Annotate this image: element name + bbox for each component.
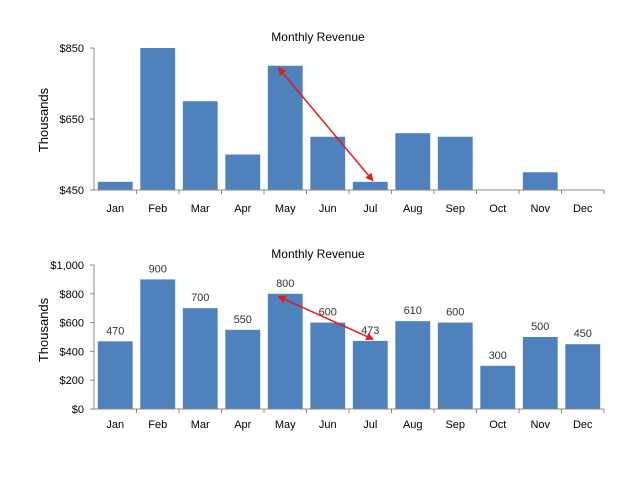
bar-jun bbox=[310, 136, 346, 190]
x-tick-label: Sep bbox=[445, 203, 465, 215]
y-tick-label: $800 bbox=[60, 289, 84, 301]
x-tick-label: Jan bbox=[106, 419, 124, 431]
bar-may bbox=[267, 65, 303, 190]
x-tick-label: Nov bbox=[530, 419, 550, 431]
x-tick-label: Jan bbox=[106, 203, 124, 215]
chart-title: Monthly Revenue bbox=[271, 247, 365, 261]
bar-mar bbox=[182, 101, 218, 190]
bar-mar bbox=[182, 308, 218, 409]
annotation-arrow bbox=[277, 295, 375, 341]
data-label: 300 bbox=[489, 350, 507, 362]
y-tick-label: $650 bbox=[60, 114, 84, 126]
bar-jul bbox=[352, 340, 388, 409]
x-tick-label: Nov bbox=[530, 203, 550, 215]
data-label: 600 bbox=[319, 307, 337, 319]
y-tick-label: $0 bbox=[72, 404, 84, 416]
x-tick-label: Dec bbox=[573, 203, 593, 215]
x-tick-label: Feb bbox=[148, 419, 167, 431]
bar-nov bbox=[522, 172, 558, 190]
data-label: 610 bbox=[404, 305, 422, 317]
y-tick-label: $600 bbox=[60, 318, 84, 330]
bar-dec bbox=[565, 344, 601, 409]
x-tick-label: Apr bbox=[234, 419, 251, 431]
bar-oct bbox=[480, 365, 516, 409]
data-label: 900 bbox=[149, 263, 167, 275]
x-tick-label: Oct bbox=[489, 419, 506, 431]
bar-may bbox=[267, 293, 303, 409]
bar-jan bbox=[97, 181, 133, 190]
bar-aug bbox=[395, 133, 431, 190]
bar-sep bbox=[437, 136, 473, 190]
bar-nov bbox=[522, 337, 558, 409]
x-tick-label: Apr bbox=[234, 203, 251, 215]
x-tick-label: Jul bbox=[363, 203, 377, 215]
y-axis-label: Thousands bbox=[36, 87, 51, 152]
x-tick-label: Jun bbox=[319, 203, 337, 215]
y-axis-label: Thousands bbox=[36, 297, 51, 362]
y-tick-label: $400 bbox=[60, 346, 84, 358]
bar-aug bbox=[395, 321, 431, 409]
annotation-arrow bbox=[277, 67, 374, 182]
bar-apr bbox=[225, 329, 261, 409]
data-label: 550 bbox=[234, 314, 252, 326]
data-label: 700 bbox=[191, 292, 209, 304]
bar-apr bbox=[225, 154, 261, 190]
bar-jan bbox=[97, 341, 133, 409]
data-label: 600 bbox=[446, 307, 464, 319]
x-tick-label: Aug bbox=[403, 419, 423, 431]
bar-feb bbox=[140, 48, 176, 190]
bar-sep bbox=[437, 322, 473, 409]
y-tick-label: $1,000 bbox=[50, 260, 84, 272]
chart-title: Monthly Revenue bbox=[271, 30, 365, 44]
x-tick-label: Jul bbox=[363, 419, 377, 431]
chart-bottom: Monthly Revenue Thousands $0 $200 $400 $600… bbox=[36, 247, 605, 431]
x-tick-label: Feb bbox=[148, 203, 167, 215]
x-tick-label: May bbox=[275, 203, 296, 215]
x-tick-label: Jun bbox=[319, 419, 337, 431]
bar-jul bbox=[352, 181, 388, 190]
bar-feb bbox=[140, 279, 176, 409]
chart-top: Monthly Revenue Thousands $450 $650 $850 J… bbox=[36, 30, 605, 215]
x-tick-label: Mar bbox=[191, 419, 210, 431]
y-tick-label: $200 bbox=[60, 375, 84, 387]
data-label: 450 bbox=[574, 328, 592, 340]
data-label: 470 bbox=[106, 325, 124, 337]
x-tick-label: May bbox=[275, 419, 296, 431]
x-tick-label: Dec bbox=[573, 419, 593, 431]
data-label: 800 bbox=[276, 278, 294, 290]
x-tick-label: Aug bbox=[403, 203, 423, 215]
x-tick-label: Sep bbox=[445, 419, 465, 431]
y-tick-label: $850 bbox=[60, 43, 84, 55]
y-tick-label: $450 bbox=[60, 185, 84, 197]
x-tick-label: Mar bbox=[191, 203, 210, 215]
bar-jun bbox=[310, 322, 346, 409]
data-label: 500 bbox=[531, 321, 549, 333]
x-tick-label: Oct bbox=[489, 203, 506, 215]
